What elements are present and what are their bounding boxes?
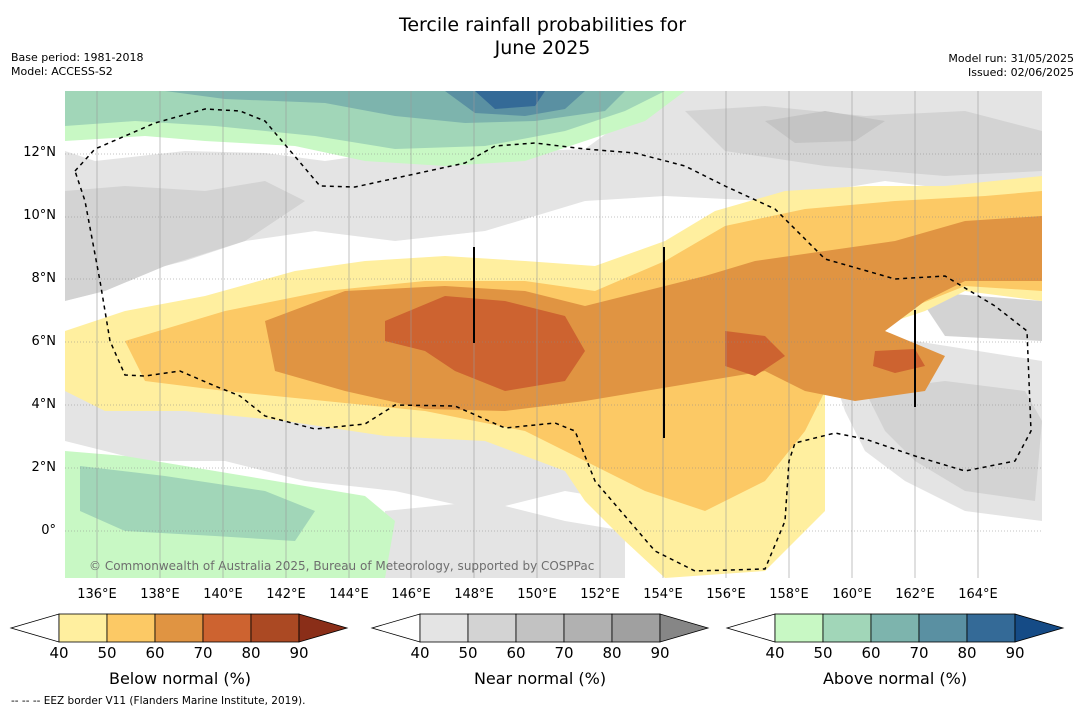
colorbar-extend-high — [659, 613, 710, 643]
lon-tick: 148°E — [454, 587, 494, 602]
colorbar-extend-high — [298, 613, 349, 643]
lat-tick: 0° — [41, 523, 56, 538]
colorbar-label-near: Near normal (%) — [473, 669, 607, 688]
lon-tick: 164°E — [958, 587, 998, 602]
colorbar-near-normal — [370, 613, 710, 643]
colorbar-extend-high — [1014, 613, 1065, 643]
colorbars — [9, 613, 1065, 643]
colorbar-label-above: Above normal (%) — [822, 669, 968, 688]
colorbar-cell — [966, 613, 1016, 643]
lon-tick: 154°E — [643, 587, 683, 602]
lon-tick: 156°E — [706, 587, 746, 602]
chart-title: Tercile rainfall probabilities for June … — [0, 14, 1085, 60]
graticule — [65, 153, 1042, 532]
meta-left: Base period: 1981-2018 Model: ACCESS-S2 — [11, 51, 143, 79]
colorbar-cell — [515, 613, 565, 643]
colorbar-tick: 90 — [650, 644, 670, 662]
colorbar-extend-low — [725, 613, 776, 643]
meta-right: Model run: 31/05/2025 Issued: 02/06/2025 — [948, 52, 1074, 80]
lon-tick: 142°E — [266, 587, 306, 602]
colorbar-cell — [611, 613, 661, 643]
colorbar-below-normal — [9, 613, 349, 643]
colorbar-tick: 80 — [957, 644, 977, 662]
lon-tick: 138°E — [140, 587, 180, 602]
lon-tick: 136°E — [77, 587, 117, 602]
probability-map: © Commonwealth of Australia 2025, Bureau… — [65, 91, 1042, 578]
lat-tick: 10°N — [23, 208, 56, 223]
colorbar-tick: 80 — [241, 644, 261, 662]
colorbar-tick: 40 — [410, 644, 430, 662]
model-run: Model run: 31/05/2025 — [948, 52, 1074, 65]
lon-tick: 150°E — [517, 587, 557, 602]
lon-tick: 162°E — [895, 587, 935, 602]
colorbar-above-normal — [725, 613, 1065, 643]
colorbar-extend-low — [9, 613, 60, 643]
colorbar-cell — [870, 613, 920, 643]
footnote: -- -- -- EEZ border V11 (Flanders Marine… — [11, 695, 306, 707]
colorbar-cell — [563, 613, 613, 643]
colorbar-tick: 70 — [554, 644, 574, 662]
colorbar-cell — [58, 613, 108, 643]
colorbar-tick: 70 — [909, 644, 929, 662]
lon-tick: 152°E — [580, 587, 620, 602]
colorbar-extend-low — [370, 613, 421, 643]
model-name: Model: ACCESS-S2 — [11, 65, 113, 78]
colorbar-tick: 60 — [861, 644, 881, 662]
colorbar-tick: 80 — [602, 644, 622, 662]
colorbar-cell — [822, 613, 872, 643]
title-line-2: June 2025 — [494, 37, 591, 59]
colorbar-tick: 50 — [458, 644, 478, 662]
base-period: Base period: 1981-2018 — [11, 51, 144, 64]
colorbar-cell — [467, 613, 517, 643]
colorbar-cell — [250, 613, 300, 643]
colorbar-tick: 90 — [1005, 644, 1025, 662]
colorbar-cell — [202, 613, 252, 643]
lon-tick: 158°E — [769, 587, 809, 602]
colorbar-tick: 50 — [813, 644, 833, 662]
colorbar-tick: 70 — [193, 644, 213, 662]
colorbar-tick: 40 — [765, 644, 785, 662]
lat-tick: 6°N — [31, 334, 57, 349]
issued-date: Issued: 02/06/2025 — [967, 66, 1074, 79]
colorbar-cell — [419, 613, 469, 643]
colorbar-tick: 50 — [97, 644, 117, 662]
colorbar-tick: 90 — [289, 644, 309, 662]
colorbar-label-below: Below normal (%) — [108, 669, 252, 688]
lon-tick: 140°E — [203, 587, 243, 602]
lon-tick: 144°E — [329, 587, 369, 602]
colorbar-cell — [106, 613, 156, 643]
colorbar-tick: 40 — [49, 644, 69, 662]
copyright-text: © Commonwealth of Australia 2025, Bureau… — [89, 559, 594, 573]
colorbar-cell — [774, 613, 824, 643]
colorbar-cell — [918, 613, 968, 643]
lat-tick: 4°N — [31, 397, 57, 412]
lat-tick: 2°N — [31, 460, 57, 475]
lat-tick: 8°N — [31, 271, 57, 286]
lon-tick: 160°E — [832, 587, 872, 602]
title-line-1: Tercile rainfall probabilities for — [398, 14, 687, 36]
colorbar-tick: 60 — [145, 644, 165, 662]
lat-tick: 12°N — [23, 145, 56, 160]
colorbar-cell — [154, 613, 204, 643]
lon-tick: 146°E — [391, 587, 431, 602]
colorbar-tick: 60 — [506, 644, 526, 662]
